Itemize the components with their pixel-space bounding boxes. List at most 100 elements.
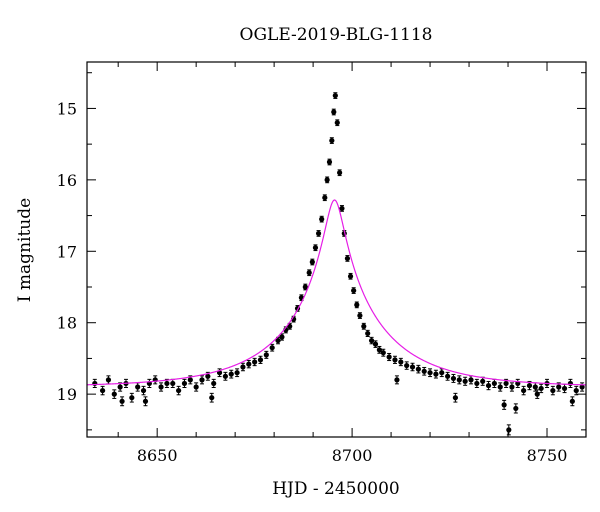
x-axis-label: HJD - 2450000 (272, 479, 400, 499)
data-point (376, 345, 382, 354)
data-point (142, 396, 149, 407)
data-point (521, 385, 527, 396)
data-point (497, 382, 503, 392)
data-point (386, 352, 392, 362)
data-point (234, 368, 240, 378)
x-tick-label: 8700 (332, 446, 373, 465)
data-point (329, 137, 335, 144)
data-point (146, 378, 152, 388)
data-point (312, 244, 319, 252)
data-point (354, 301, 360, 309)
chart-title: OGLE-2019-BLG-1118 (240, 25, 433, 45)
data-point (263, 350, 269, 359)
data-point (331, 108, 337, 116)
data-point (409, 362, 416, 372)
data-point (240, 362, 246, 372)
plot-frame (86, 61, 587, 438)
data-point (491, 378, 497, 388)
data-point (468, 375, 474, 385)
data-point (92, 378, 98, 388)
data-point (513, 403, 519, 414)
data-point (332, 92, 338, 99)
x-tick-label: 8750 (527, 446, 568, 465)
data-point (506, 424, 512, 436)
data-point (445, 371, 451, 381)
data-point (456, 375, 462, 385)
data-point (228, 369, 234, 379)
data-point (380, 348, 386, 357)
data-point (211, 378, 217, 388)
data-point (421, 366, 427, 376)
data-layer (92, 92, 585, 436)
data-point (344, 255, 351, 262)
data-point (176, 385, 182, 396)
data-point (404, 361, 410, 370)
data-point (538, 383, 544, 394)
data-point (222, 371, 228, 381)
data-point (246, 359, 252, 369)
data-point (485, 380, 492, 391)
data-point (322, 194, 328, 202)
data-point (361, 322, 367, 330)
data-point (394, 375, 400, 385)
data-point (357, 312, 363, 319)
data-point (158, 382, 164, 392)
data-point (306, 269, 312, 277)
data-point (347, 272, 354, 280)
data-point (181, 378, 188, 388)
data-point (462, 376, 468, 386)
data-point (257, 355, 264, 364)
data-point (337, 169, 343, 177)
data-point (573, 385, 579, 396)
data-point (561, 383, 568, 394)
data-point (339, 205, 345, 212)
model-curve (86, 199, 586, 386)
data-point (199, 375, 205, 385)
data-point (433, 369, 439, 379)
data-point (452, 392, 459, 403)
data-point (324, 176, 330, 184)
data-point (252, 357, 258, 367)
data-point (372, 340, 379, 348)
data-point (569, 396, 575, 407)
data-point (515, 378, 521, 388)
data-point (450, 373, 457, 383)
data-point (474, 378, 480, 388)
data-point (415, 364, 421, 374)
data-point (567, 378, 574, 388)
data-point (334, 119, 340, 127)
data-point (579, 382, 585, 392)
data-point (269, 343, 275, 352)
data-point (351, 287, 357, 294)
data-point (326, 158, 333, 166)
data-point (205, 371, 211, 381)
y-axis: 15 16 17 18 19 (57, 72, 586, 431)
data-point (152, 375, 158, 385)
y-tick-label: 18 (57, 314, 77, 333)
data-point (315, 230, 322, 237)
data-point (111, 389, 117, 399)
y-tick-label: 15 (57, 99, 77, 118)
y-tick-label: 17 (57, 242, 77, 261)
data-point (140, 385, 147, 396)
data-point (209, 392, 215, 403)
data-point (193, 382, 199, 392)
data-point (170, 378, 176, 388)
y-axis-label: I magnitude (15, 198, 35, 302)
data-point (99, 385, 106, 396)
x-axis: 8650 8700 8750 (117, 62, 587, 465)
data-point (550, 385, 556, 396)
data-point (398, 357, 404, 367)
data-point (129, 392, 135, 403)
data-point (105, 375, 112, 385)
data-point (501, 399, 507, 410)
data-point (509, 382, 515, 392)
y-tick-label: 16 (57, 171, 77, 190)
y-tick-label: 19 (57, 385, 77, 404)
data-point (534, 389, 540, 399)
data-point (135, 382, 141, 392)
data-point (319, 215, 325, 223)
data-point (427, 368, 433, 378)
data-point (392, 355, 398, 364)
